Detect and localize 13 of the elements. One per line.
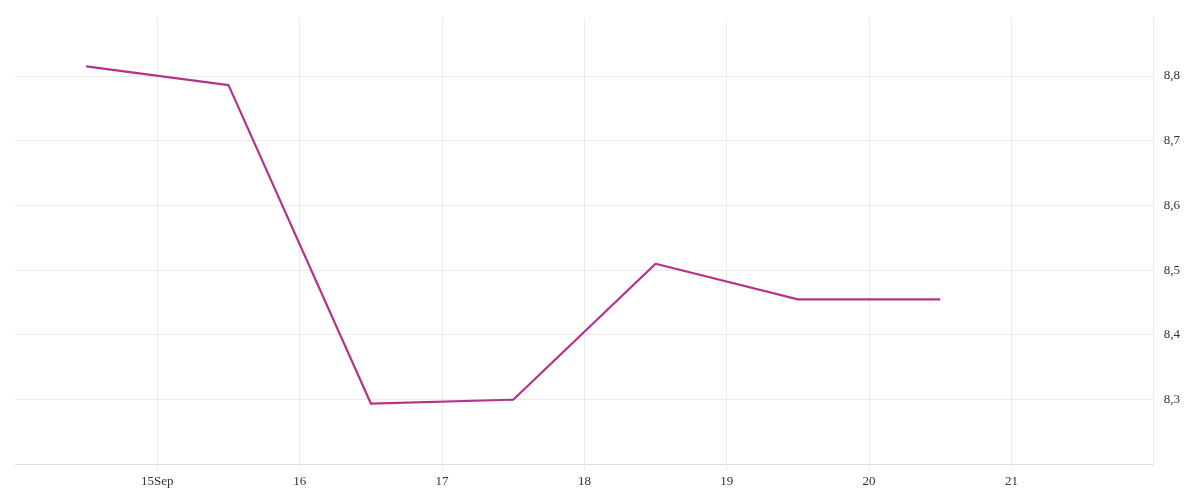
x-tick-label: 19	[720, 472, 734, 488]
x-tick-label: 15Sep	[141, 472, 174, 488]
x-tick-label: 18	[577, 472, 591, 488]
x-tick-label: 17	[435, 472, 450, 488]
x-tick-label: 20	[862, 472, 876, 488]
x-tick-label: 21	[1004, 472, 1018, 488]
x-tick-label: 16	[293, 472, 307, 488]
y-tick-label: 8,7	[1163, 132, 1181, 148]
y-tick-label: 8,6	[1163, 196, 1181, 212]
y-tick-label: 8,5	[1163, 261, 1180, 277]
y-tick-label: 8,4	[1163, 326, 1181, 342]
y-tick-label: 8,8	[1163, 67, 1180, 83]
y-tick-label: 8,3	[1163, 391, 1180, 407]
